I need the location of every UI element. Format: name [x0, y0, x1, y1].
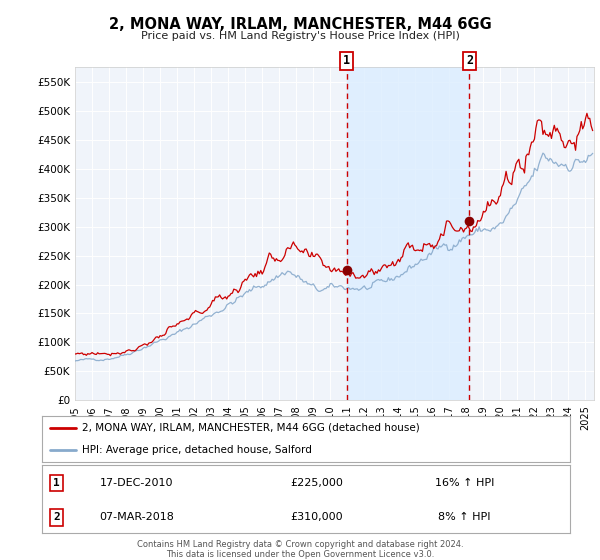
- Text: 2: 2: [466, 54, 473, 67]
- Text: 8% ↑ HPI: 8% ↑ HPI: [438, 512, 491, 522]
- Text: 2, MONA WAY, IRLAM, MANCHESTER, M44 6GG: 2, MONA WAY, IRLAM, MANCHESTER, M44 6GG: [109, 17, 491, 32]
- Text: £310,000: £310,000: [290, 512, 343, 522]
- Text: Contains HM Land Registry data © Crown copyright and database right 2024.: Contains HM Land Registry data © Crown c…: [137, 540, 463, 549]
- Text: This data is licensed under the Open Government Licence v3.0.: This data is licensed under the Open Gov…: [166, 550, 434, 559]
- Text: 1: 1: [343, 54, 350, 67]
- Text: Price paid vs. HM Land Registry's House Price Index (HPI): Price paid vs. HM Land Registry's House …: [140, 31, 460, 41]
- Text: 2: 2: [53, 512, 60, 522]
- Text: 1: 1: [53, 478, 60, 488]
- Text: 2, MONA WAY, IRLAM, MANCHESTER, M44 6GG (detached house): 2, MONA WAY, IRLAM, MANCHESTER, M44 6GG …: [82, 423, 419, 432]
- Text: HPI: Average price, detached house, Salford: HPI: Average price, detached house, Salf…: [82, 445, 311, 455]
- Text: 17-DEC-2010: 17-DEC-2010: [100, 478, 174, 488]
- Text: £225,000: £225,000: [290, 478, 343, 488]
- Text: 07-MAR-2018: 07-MAR-2018: [100, 512, 175, 522]
- Text: 16% ↑ HPI: 16% ↑ HPI: [435, 478, 494, 488]
- Bar: [347, 67, 469, 400]
